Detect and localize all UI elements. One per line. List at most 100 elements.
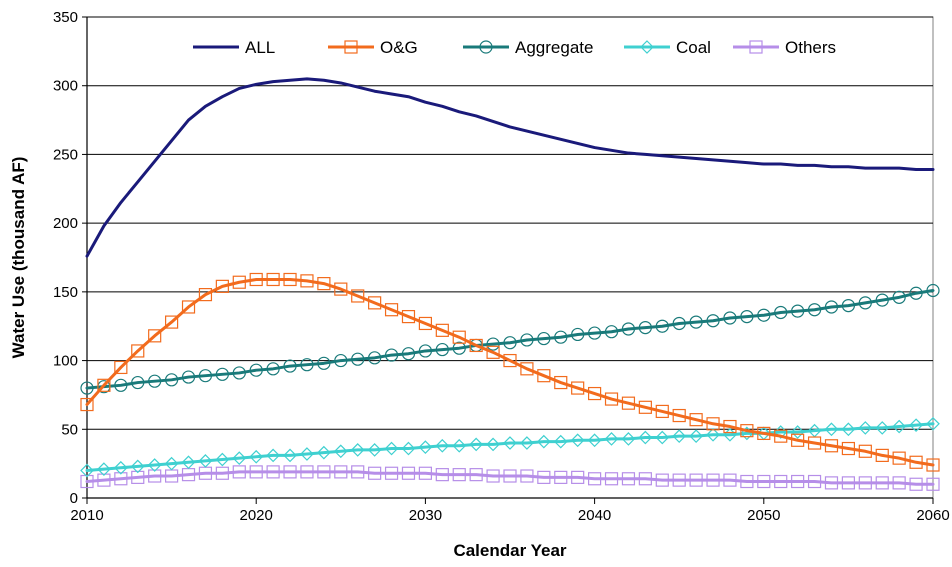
data-point-others	[469, 468, 483, 482]
data-point-coal	[689, 429, 703, 444]
data-point-o-g	[740, 424, 754, 438]
data-point-o-g	[723, 419, 737, 434]
data-point-o-g	[638, 400, 652, 414]
data-point-o-g	[858, 444, 872, 458]
data-point-aggregate	[232, 366, 246, 380]
data-point-coal	[858, 421, 873, 435]
data-point-o-g	[689, 413, 703, 427]
data-point-o-g	[232, 275, 246, 289]
data-point-coal	[97, 462, 111, 476]
data-point-aggregate	[571, 327, 585, 342]
data-point-coal	[130, 459, 145, 474]
data-point-others	[571, 470, 585, 484]
data-point-coal	[283, 448, 297, 463]
data-point-others	[554, 470, 568, 484]
data-point-coal	[909, 418, 923, 433]
data-point-others	[706, 473, 720, 487]
data-point-o-g	[181, 300, 196, 314]
y-tick-label: 250	[53, 146, 78, 163]
data-point-aggregate	[554, 330, 568, 344]
legend-label: Aggregate	[515, 38, 593, 57]
data-point-aggregate	[80, 381, 94, 395]
data-point-o-g	[621, 396, 636, 410]
data-point-others	[249, 465, 263, 479]
data-point-aggregate	[435, 342, 449, 357]
series-line-all	[85, 77, 935, 258]
data-point-o-g	[435, 323, 449, 337]
y-tick-label: 350	[53, 9, 78, 26]
data-point-coal	[300, 447, 314, 461]
data-point-aggregate	[266, 362, 280, 376]
data-point-others	[401, 466, 416, 480]
y-tick-label: 150	[53, 284, 78, 301]
data-point-others	[689, 473, 703, 487]
data-point-o-g	[604, 392, 619, 406]
data-point-aggregate	[520, 333, 534, 347]
legend-item-o-g: O&G	[328, 38, 418, 57]
data-point-aggregate	[351, 352, 365, 366]
data-point-others	[604, 472, 619, 486]
data-point-coal	[367, 443, 382, 457]
data-point-o-g	[384, 303, 399, 317]
data-point-others	[824, 476, 839, 490]
x-tick-label: 2020	[240, 507, 273, 524]
data-point-aggregate	[283, 359, 297, 373]
data-point-aggregate	[452, 341, 466, 355]
axes: 0 50 100 150 200 250 300 350 2010 2020 2030 2040 205…	[53, 9, 950, 524]
data-point-coal	[875, 421, 890, 435]
data-point-aggregate	[401, 347, 416, 361]
y-tick-label: 300	[53, 78, 78, 95]
data-point-others	[114, 472, 128, 486]
data-point-o-g	[198, 288, 213, 302]
legend-label: Others	[785, 38, 836, 57]
data-point-coal	[706, 427, 720, 442]
data-point-coal	[536, 434, 551, 449]
data-point-others	[723, 473, 737, 487]
data-point-coal	[621, 432, 636, 446]
data-point-others	[215, 466, 229, 480]
data-point-aggregate	[587, 326, 602, 340]
data-point-aggregate	[791, 304, 805, 318]
x-tick-label: 2040	[578, 507, 611, 524]
data-point-aggregate	[858, 296, 872, 310]
data-point-o-g	[317, 277, 331, 291]
data-point-coal	[553, 434, 568, 449]
series-line-aggregate	[85, 288, 935, 390]
data-point-others	[909, 477, 923, 491]
data-point-o-g	[875, 448, 889, 462]
data-point-o-g	[114, 360, 128, 375]
legend-label: O&G	[380, 38, 418, 57]
data-point-others	[80, 474, 94, 489]
data-point-aggregate	[181, 370, 196, 384]
data-point-others	[300, 465, 314, 479]
data-point-coal	[841, 422, 856, 437]
series-all	[85, 77, 935, 258]
data-point-others	[520, 469, 534, 483]
data-point-o-g	[334, 282, 348, 296]
data-point-coal	[790, 425, 805, 439]
data-point-others	[452, 468, 466, 482]
data-point-others	[283, 465, 297, 479]
legend-item-aggregate: Aggregate	[463, 38, 593, 57]
series-o-g	[80, 272, 940, 472]
data-point-coal	[147, 458, 162, 472]
data-point-aggregate	[824, 300, 839, 314]
data-point-others	[774, 474, 788, 489]
data-point-others	[334, 465, 348, 479]
data-point-aggregate	[604, 325, 619, 339]
data-point-others	[757, 474, 771, 489]
data-point-coal	[452, 438, 467, 453]
data-point-aggregate	[131, 375, 145, 390]
data-point-aggregate	[198, 369, 213, 383]
data-point-aggregate	[537, 331, 551, 346]
data-point-others	[232, 465, 246, 479]
data-point-coal	[638, 430, 653, 445]
data-point-others	[418, 466, 432, 480]
data-point-o-g	[486, 345, 500, 359]
data-point-o-g	[774, 429, 788, 443]
series-line-coal	[85, 422, 935, 473]
data-point-coal	[350, 443, 365, 457]
data-point-o-g	[807, 436, 822, 450]
legend-label: ALL	[245, 38, 275, 57]
data-point-o-g	[926, 458, 940, 472]
